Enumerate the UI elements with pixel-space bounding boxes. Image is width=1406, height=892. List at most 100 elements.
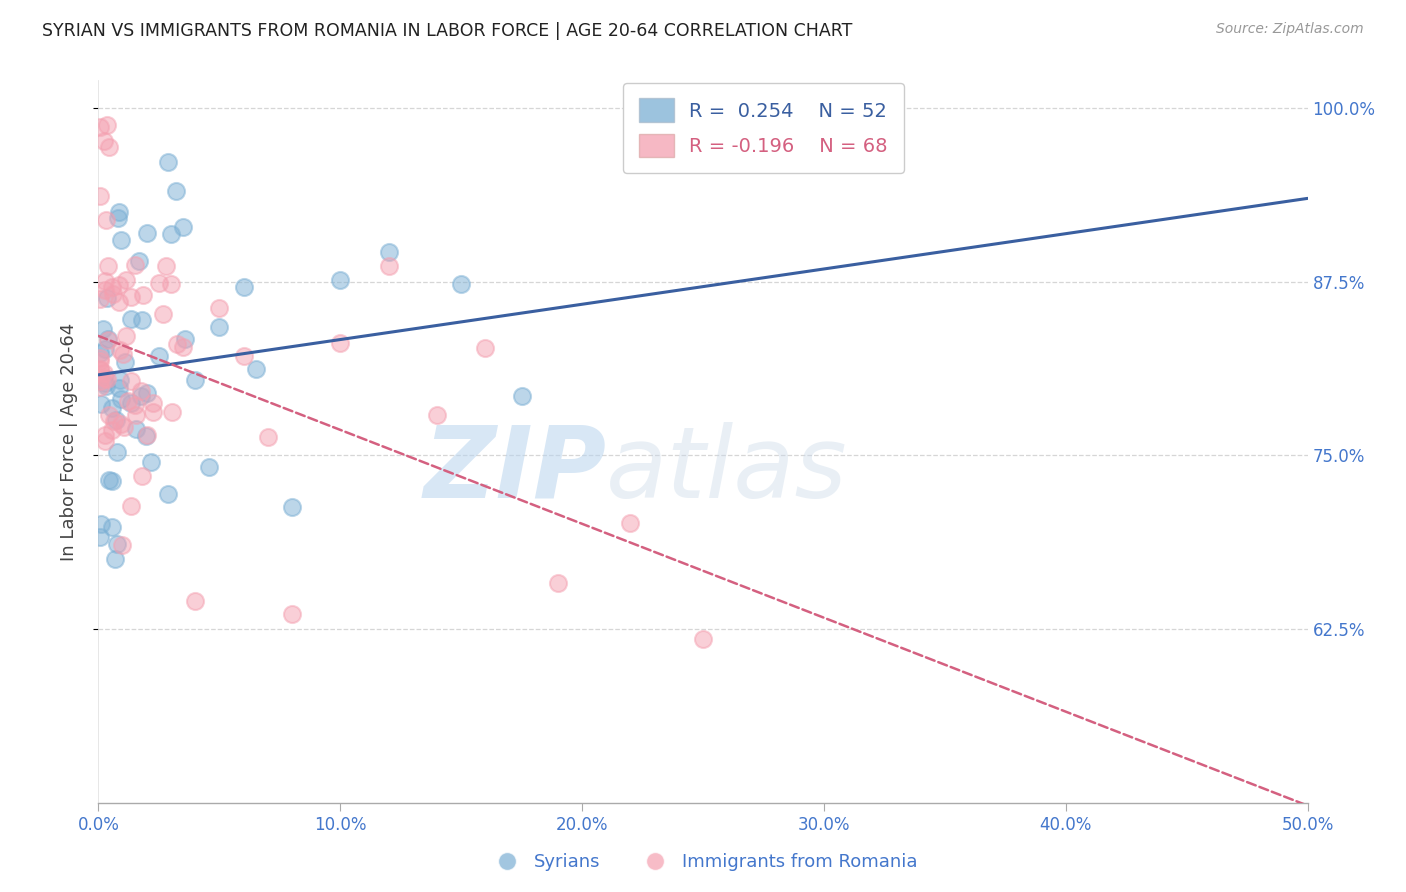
Point xyxy=(120,374,142,388)
Point xyxy=(157,154,180,169)
Point xyxy=(108,373,131,387)
Point xyxy=(98,473,121,487)
Point xyxy=(96,291,118,305)
Point xyxy=(142,405,165,419)
Point xyxy=(124,258,146,272)
Point xyxy=(208,301,231,315)
Point xyxy=(90,516,112,531)
Point xyxy=(152,307,174,321)
Point xyxy=(94,378,117,392)
Text: Source: ZipAtlas.com: Source: ZipAtlas.com xyxy=(1216,22,1364,37)
Point xyxy=(128,254,150,268)
Point xyxy=(89,353,111,368)
Point xyxy=(148,277,170,291)
Point xyxy=(110,417,132,432)
Point xyxy=(131,469,153,483)
Point xyxy=(97,332,120,346)
Point xyxy=(93,366,115,380)
Point xyxy=(510,390,533,404)
Y-axis label: In Labor Force | Age 20-64: In Labor Force | Age 20-64 xyxy=(59,322,77,561)
Text: ZIP: ZIP xyxy=(423,422,606,519)
Point xyxy=(329,273,352,287)
Point xyxy=(172,219,194,234)
Point xyxy=(619,516,641,531)
Point xyxy=(105,445,128,459)
Point xyxy=(94,376,117,390)
Point xyxy=(89,363,111,377)
Point xyxy=(148,349,170,363)
Text: atlas: atlas xyxy=(606,422,848,519)
Point xyxy=(232,349,254,363)
Point xyxy=(97,333,120,347)
Point xyxy=(184,594,207,608)
Point xyxy=(96,372,118,386)
Legend: R =  0.254    N = 52, R = -0.196    N = 68: R = 0.254 N = 52, R = -0.196 N = 68 xyxy=(623,83,904,173)
Point xyxy=(89,375,111,389)
Point xyxy=(93,274,115,288)
Point xyxy=(174,332,197,346)
Point xyxy=(101,520,124,534)
Point xyxy=(232,280,254,294)
Point xyxy=(114,355,136,369)
Point xyxy=(89,530,111,544)
Point xyxy=(198,460,221,475)
Point xyxy=(100,474,122,488)
Point xyxy=(172,340,194,354)
Point xyxy=(93,370,115,384)
Point xyxy=(142,395,165,409)
Point xyxy=(104,552,127,566)
Point xyxy=(450,277,472,292)
Point xyxy=(256,430,278,444)
Point xyxy=(89,380,111,394)
Point xyxy=(208,320,231,334)
Point xyxy=(692,632,714,646)
Point xyxy=(90,397,112,411)
Point xyxy=(111,539,134,553)
Point xyxy=(100,423,122,437)
Point xyxy=(160,277,183,292)
Point xyxy=(94,213,117,227)
Point xyxy=(135,226,157,240)
Point xyxy=(377,260,399,274)
Point xyxy=(160,227,183,242)
Point xyxy=(135,427,157,442)
Point xyxy=(129,389,152,403)
Point xyxy=(165,184,187,198)
Point xyxy=(112,419,135,434)
Point xyxy=(329,336,352,351)
Point xyxy=(125,422,148,436)
Point xyxy=(474,341,496,355)
Point xyxy=(103,414,125,428)
Point xyxy=(107,211,129,226)
Point xyxy=(135,429,157,443)
Point xyxy=(97,259,120,273)
Point xyxy=(117,393,139,408)
Point xyxy=(125,409,148,423)
Point xyxy=(377,244,399,259)
Point xyxy=(120,500,142,514)
Point xyxy=(97,140,120,154)
Point xyxy=(120,291,142,305)
Point xyxy=(114,273,136,287)
Point xyxy=(115,329,138,343)
Point xyxy=(94,434,117,448)
Point xyxy=(160,405,183,419)
Point xyxy=(157,487,180,501)
Point xyxy=(94,343,117,357)
Point xyxy=(281,607,304,621)
Point xyxy=(91,322,114,336)
Point xyxy=(89,292,111,306)
Point xyxy=(120,396,142,410)
Point xyxy=(426,408,449,422)
Point xyxy=(166,336,188,351)
Point xyxy=(89,351,111,365)
Point xyxy=(110,392,132,407)
Point xyxy=(89,188,111,202)
Point xyxy=(89,346,111,360)
Point xyxy=(107,381,129,395)
Point xyxy=(94,428,117,442)
Point xyxy=(131,313,153,327)
Point xyxy=(94,283,117,297)
Point xyxy=(281,500,304,515)
Point xyxy=(97,408,120,422)
